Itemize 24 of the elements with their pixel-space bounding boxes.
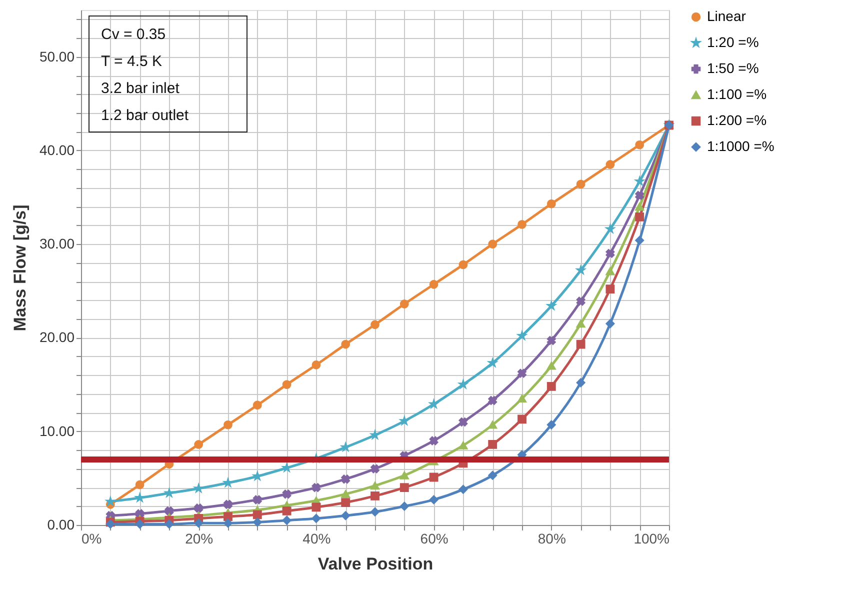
x-tick-label: 100% — [634, 530, 670, 546]
legend-label: 1:100 =% — [707, 86, 767, 102]
y-tick-label: 10.00 — [39, 422, 75, 439]
y-tick-label: 0.00 — [47, 516, 75, 532]
legend-label: 1:200 =% — [707, 112, 767, 128]
y-tick-label: 50.00 — [39, 48, 75, 64]
y-axis-title: Mass Flow [g/s] — [10, 204, 30, 332]
annotation: 3.2 bar inlet — [101, 80, 180, 97]
x-tick-label: 0% — [82, 530, 102, 546]
x-axis-title: Valve Position — [318, 554, 434, 574]
y-tick-label: 20.00 — [39, 329, 75, 346]
legend-label: Linear — [707, 8, 746, 24]
legend-label: 1:1000 =% — [707, 138, 774, 154]
annotation: T = 4.5 K — [101, 53, 162, 70]
x-tick-label: 40% — [302, 530, 331, 546]
x-tick-label: 60% — [420, 530, 448, 546]
annotation: 1.2 bar outlet — [101, 107, 190, 124]
annotation: Cv = 0.35 — [101, 26, 166, 43]
y-tick-label: 30.00 — [39, 236, 75, 252]
x-tick-label: 80% — [538, 530, 566, 546]
legend-label: 1:20 =% — [707, 34, 759, 50]
x-tick-label: 20% — [185, 530, 214, 546]
legend-label: 1:50 =% — [707, 60, 759, 76]
y-tick-label: 40.00 — [39, 142, 75, 158]
